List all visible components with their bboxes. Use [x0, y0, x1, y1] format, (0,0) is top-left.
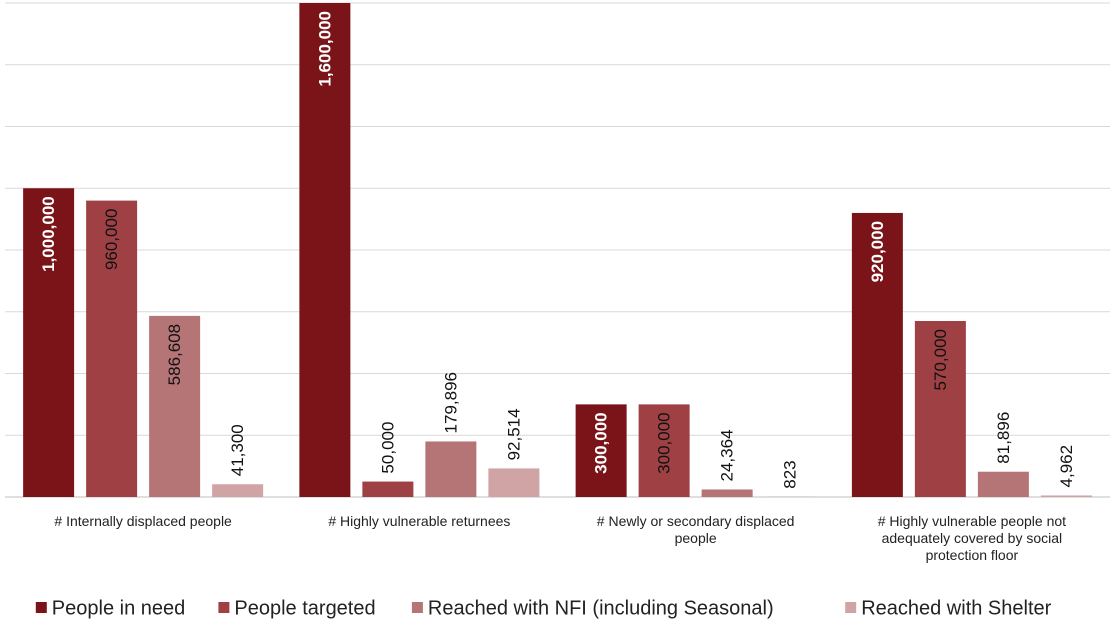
legend-item: People targeted: [218, 597, 376, 619]
legend-item: Reached with NFI (including Seasonal): [411, 597, 774, 619]
data-label: 24,364: [718, 429, 737, 481]
bar: [212, 484, 264, 497]
bar: [1040, 495, 1092, 497]
x-tick-label-line: # Highly vulnerable returnees: [328, 513, 510, 529]
bar: [977, 471, 1029, 497]
data-label: 960,000: [102, 209, 121, 270]
x-tick-labels: # Internally displaced people # Highly vu…: [54, 513, 1066, 563]
legend-swatch: [845, 602, 857, 613]
data-label: 4,962: [1057, 445, 1076, 488]
legend-item: Reached with Shelter: [845, 597, 1052, 619]
data-label: 300,000: [592, 412, 611, 473]
x-tick-label-line: protection floor: [926, 547, 1019, 563]
x-tick-label-line: # Highly vulnerable people not: [878, 513, 1066, 529]
data-label: 920,000: [868, 221, 887, 282]
bar: [149, 315, 201, 497]
bar: [23, 188, 75, 497]
data-label: 300,000: [655, 412, 674, 473]
legend-swatch: [35, 602, 47, 613]
x-tick-label: # Highly vulnerable people not adequately…: [878, 513, 1066, 563]
x-tick-label-line: # Internally displaced people: [54, 513, 232, 529]
x-tick-label-line: people: [675, 530, 717, 546]
data-label: 823: [781, 460, 800, 488]
legend-label: People targeted: [234, 597, 375, 619]
data-label: 50,000: [378, 422, 397, 474]
x-tick-label: # Internally displaced people: [54, 513, 232, 529]
x-tick-label-line: adequately covered by social: [882, 530, 1063, 546]
legend-swatch: [218, 602, 230, 613]
data-label: 570,000: [931, 329, 950, 390]
bar: [425, 441, 477, 497]
data-label: 1,000,000: [39, 196, 58, 272]
legend-label: Reached with Shelter: [861, 597, 1051, 619]
data-label: 81,896: [994, 412, 1013, 464]
data-label: 1,600,000: [315, 11, 334, 87]
legend-swatch: [411, 602, 423, 613]
bar: [86, 200, 138, 497]
data-label: 179,896: [441, 372, 460, 433]
data-labels: 1,000,000 960,000 586,608 41,300 1,600,000 50…: [39, 11, 1076, 489]
bar: [701, 489, 753, 497]
x-tick-label-line: # Newly or secondary displaced: [597, 513, 795, 529]
data-label: 586,608: [165, 324, 184, 385]
x-tick-label: # Newly or secondary displaced people: [597, 513, 795, 546]
legend-label: People in need: [52, 597, 185, 619]
legend: People in need People targeted Reached wit…: [35, 597, 1052, 619]
bar: [299, 3, 351, 497]
bar: [488, 468, 540, 497]
bar: [851, 212, 903, 497]
bar: [638, 404, 690, 497]
data-label: 92,514: [504, 408, 523, 460]
bars: [23, 3, 1092, 497]
legend-item: People in need: [35, 597, 185, 619]
x-tick-label: # Highly vulnerable returnees: [328, 513, 510, 529]
bar: [362, 481, 414, 497]
bar: [575, 404, 627, 497]
bar: [914, 321, 966, 497]
legend-label: Reached with NFI (including Seasonal): [428, 597, 774, 619]
data-label: 41,300: [228, 424, 247, 476]
